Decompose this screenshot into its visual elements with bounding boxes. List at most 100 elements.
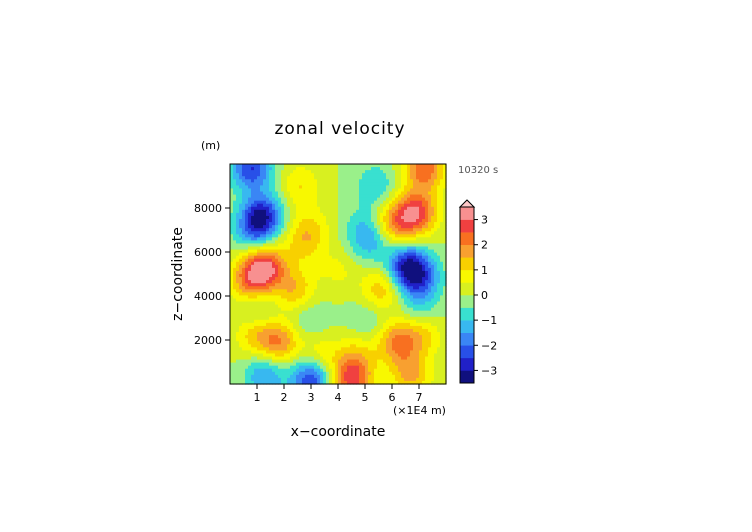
heatmap-cell [248, 341, 252, 345]
heatmap-cell [236, 191, 240, 196]
heatmap-cell [323, 359, 327, 364]
heatmap-cell [320, 182, 324, 186]
heatmap-cell [365, 200, 369, 205]
heatmap-cell [335, 325, 339, 330]
heatmap-cell [371, 191, 375, 196]
heatmap-cell [257, 179, 261, 183]
heatmap-cell [392, 359, 396, 364]
heatmap-cell [338, 341, 342, 345]
heatmap-cell [248, 365, 252, 370]
heatmap-cell [383, 188, 387, 193]
heatmap-cell [419, 377, 423, 382]
heatmap-cell [398, 277, 402, 281]
heatmap-cell [308, 215, 312, 220]
heatmap-cell [386, 173, 390, 177]
heatmap-cell [284, 222, 288, 226]
heatmap-cell [263, 356, 267, 361]
heatmap-cell [236, 338, 240, 342]
heatmap-cell [380, 316, 384, 321]
heatmap-cell [305, 264, 309, 269]
heatmap-cell [257, 277, 261, 281]
heatmap-cell [404, 359, 408, 364]
heatmap-cell [389, 243, 393, 248]
heatmap-cell [350, 335, 354, 339]
heatmap-cell [242, 356, 246, 361]
heatmap-cell [263, 246, 267, 251]
heatmap-cell [416, 173, 420, 177]
heatmap-cell [365, 292, 369, 296]
heatmap-cell [272, 359, 276, 364]
heatmap-cell [314, 267, 318, 272]
heatmap-cell [344, 258, 348, 263]
heatmap-cell [338, 243, 342, 248]
heatmap-cell [422, 280, 426, 284]
heatmap-cell [284, 307, 288, 312]
heatmap-cell [347, 374, 351, 379]
heatmap-cell [275, 313, 279, 318]
heatmap-cell [257, 304, 261, 309]
heatmap-cell [335, 237, 339, 241]
heatmap-cell [368, 231, 372, 235]
heatmap-cell [278, 377, 282, 382]
heatmap-cell [395, 359, 399, 364]
heatmap-cell [398, 377, 402, 382]
heatmap-cell [347, 344, 351, 348]
heatmap-cell [359, 277, 363, 281]
heatmap-cell [431, 319, 435, 324]
heatmap-cell [377, 243, 381, 248]
heatmap-cell [407, 267, 411, 272]
heatmap-cell [371, 267, 375, 272]
heatmap-cell [269, 252, 273, 257]
heatmap-cell [338, 167, 342, 171]
heatmap-cell [404, 237, 408, 241]
heatmap-cell [404, 329, 408, 333]
heatmap-cell [371, 225, 375, 229]
heatmap-cell [332, 197, 336, 202]
heatmap-cell [338, 356, 342, 361]
heatmap-cell [308, 298, 312, 303]
heatmap-cell [230, 280, 234, 284]
heatmap-cell [437, 206, 441, 211]
heatmap-cell [359, 206, 363, 211]
heatmap-cell [425, 286, 429, 290]
heatmap-cell [413, 359, 417, 364]
heatmap-cell [263, 280, 267, 284]
heatmap-cell [317, 298, 321, 303]
heatmap-cell [377, 377, 381, 382]
heatmap-cell [254, 164, 258, 168]
heatmap-cell [281, 295, 285, 300]
heatmap-cell [290, 234, 294, 238]
heatmap-cell [371, 194, 375, 199]
heatmap-cell [317, 316, 321, 321]
heatmap-cell [371, 167, 375, 171]
heatmap-cell [383, 234, 387, 238]
heatmap-cell [365, 289, 369, 293]
heatmap-cell [374, 243, 378, 248]
heatmap-cell [236, 344, 240, 348]
heatmap-cell [317, 332, 321, 336]
heatmap-cell [431, 353, 435, 358]
heatmap-cell [287, 274, 291, 278]
heatmap-cell [320, 329, 324, 333]
heatmap-cell [251, 255, 255, 260]
heatmap-cell [257, 286, 261, 290]
heatmap-cell [245, 277, 249, 281]
heatmap-cell [278, 200, 282, 205]
heatmap-cell [266, 289, 270, 293]
heatmap-cell [293, 249, 297, 254]
heatmap-cell [233, 350, 237, 355]
heatmap-cell [359, 338, 363, 342]
heatmap-cell [395, 243, 399, 248]
heatmap-cell [392, 335, 396, 339]
heatmap-cell [422, 365, 426, 370]
heatmap-cell [290, 209, 294, 214]
heatmap-cell [263, 173, 267, 177]
heatmap-cell [287, 209, 291, 214]
heatmap-cell [365, 338, 369, 342]
heatmap-cell [368, 194, 372, 199]
heatmap-cell [359, 267, 363, 272]
heatmap-cell [269, 215, 273, 220]
heatmap-cell [419, 179, 423, 183]
heatmap-cell [269, 362, 273, 367]
heatmap-cell [359, 237, 363, 241]
